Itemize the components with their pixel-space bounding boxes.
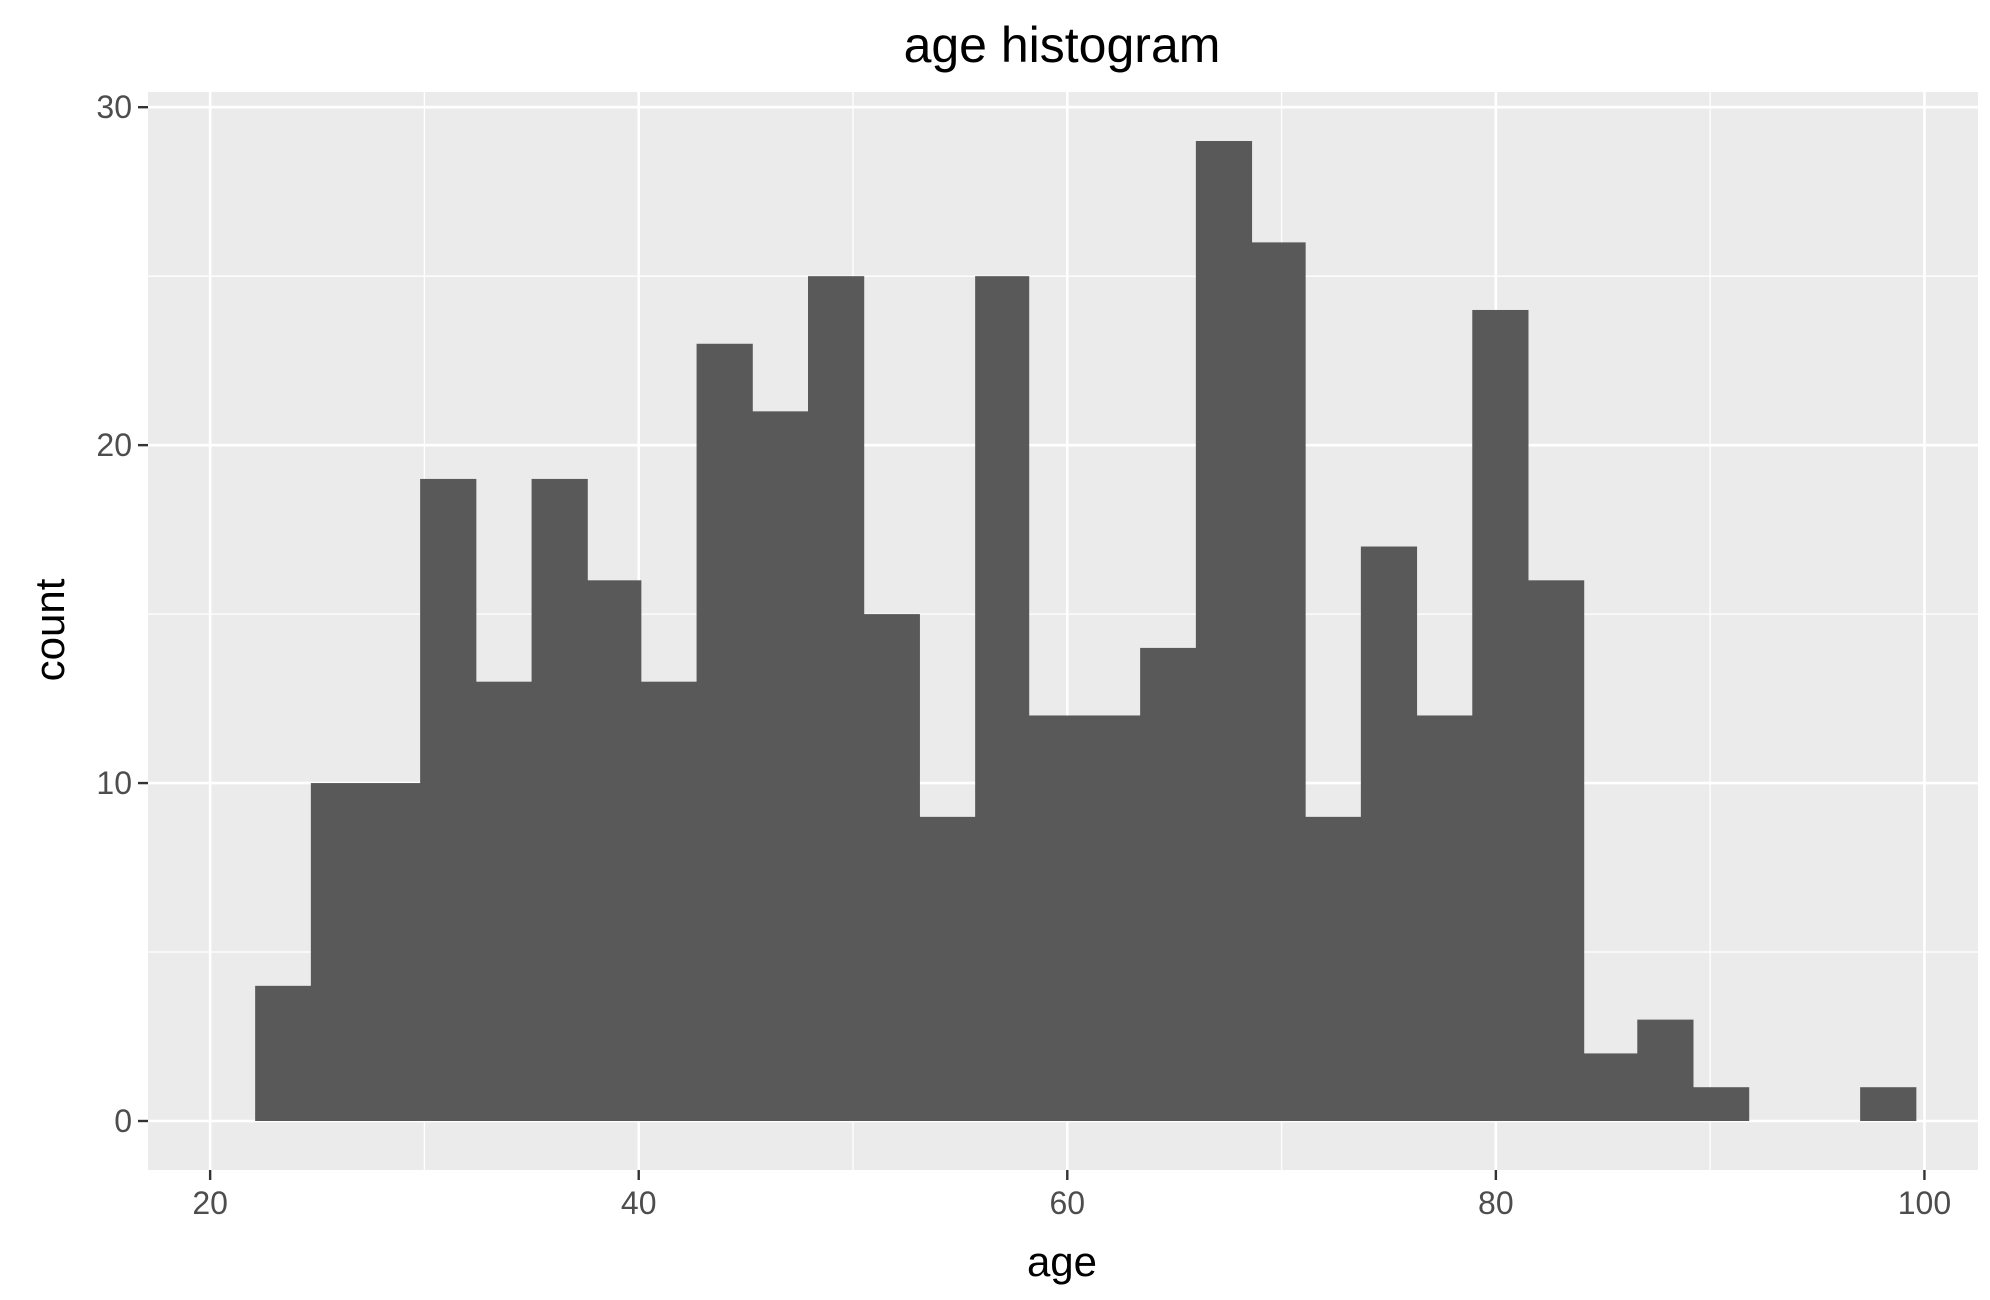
y-axis-title: count (26, 578, 73, 681)
histogram-bar (475, 681, 533, 1121)
x-tick-label: 80 (1478, 1185, 1514, 1221)
histogram-bar (1084, 715, 1141, 1121)
x-tick-label: 60 (1049, 1185, 1085, 1221)
histogram-bar (1472, 309, 1529, 1121)
x-axis: 20 40 60 80 100 (192, 1170, 1951, 1221)
histogram-bar (587, 580, 642, 1121)
histogram-bar (1693, 1087, 1750, 1121)
histogram-bar (1860, 1087, 1917, 1121)
histogram-bar (1360, 546, 1418, 1121)
histogram-bar (696, 343, 753, 1121)
histogram-bar (1251, 242, 1306, 1122)
histogram-bar (1195, 141, 1253, 1121)
y-tick-label: 20 (96, 427, 132, 463)
histogram-bar (1140, 647, 1197, 1121)
histogram-bars (255, 141, 1917, 1122)
y-axis: 0 10 20 30 (96, 89, 148, 1139)
histogram-bar (1305, 816, 1362, 1121)
histogram-bar (310, 783, 368, 1121)
histogram-bar (919, 816, 976, 1121)
x-tick-label: 100 (1898, 1185, 1951, 1221)
x-tick-label: 20 (192, 1185, 228, 1221)
histogram-bar (1637, 1019, 1694, 1121)
histogram-bar (1416, 715, 1473, 1121)
histogram-bar (366, 783, 421, 1121)
histogram-bar (863, 614, 920, 1121)
histogram-bar (1028, 715, 1085, 1121)
histogram-bar (531, 478, 588, 1121)
histogram-bar (1528, 580, 1585, 1121)
histogram-bar (420, 478, 477, 1121)
histogram-bar (975, 276, 1030, 1121)
histogram-bar (808, 276, 865, 1121)
histogram-bar (1583, 1053, 1638, 1121)
histogram-bar (752, 411, 809, 1121)
histogram-bar (255, 985, 312, 1121)
histogram-bar (640, 681, 698, 1121)
x-tick-label: 40 (621, 1185, 657, 1221)
y-tick-label: 0 (114, 1103, 132, 1139)
y-tick-label: 30 (96, 89, 132, 125)
y-tick-label: 10 (96, 765, 132, 801)
x-axis-title: age (1027, 1238, 1097, 1285)
chart-title: age histogram (904, 17, 1221, 73)
